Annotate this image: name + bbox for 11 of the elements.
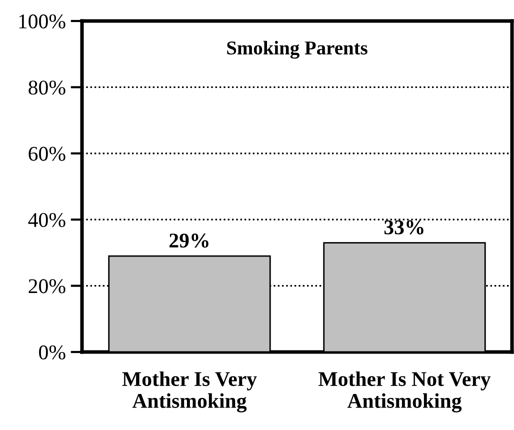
y-tick-label: 60% [28,146,66,161]
y-tick-label: 20% [28,279,66,294]
y-tick-label: 40% [28,212,66,228]
data-label: 33% [384,220,424,234]
y-tick-label: 80% [28,80,66,95]
x-tick-label: Mother Is Not Very Antismoking [318,371,491,412]
data-label: 29% [170,234,208,248]
text: Smoking Parents [227,40,368,59]
y-tick-label: 100% [19,14,66,28]
y-tick-label: 0% [39,345,66,360]
x-tick-label: Mother Is Very Antismoking [122,371,257,412]
